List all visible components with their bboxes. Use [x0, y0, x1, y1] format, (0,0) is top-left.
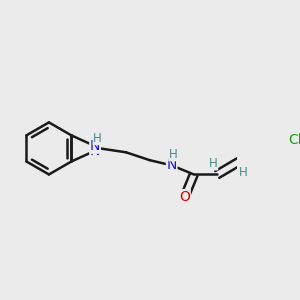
Text: H: H	[239, 166, 248, 179]
Text: N: N	[90, 144, 100, 158]
Text: O: O	[179, 190, 190, 204]
Text: Cl: Cl	[289, 134, 300, 148]
Text: H: H	[209, 157, 218, 170]
Text: N: N	[167, 158, 177, 172]
Text: H: H	[93, 131, 102, 145]
Text: H: H	[169, 148, 178, 161]
Text: N: N	[90, 139, 100, 153]
